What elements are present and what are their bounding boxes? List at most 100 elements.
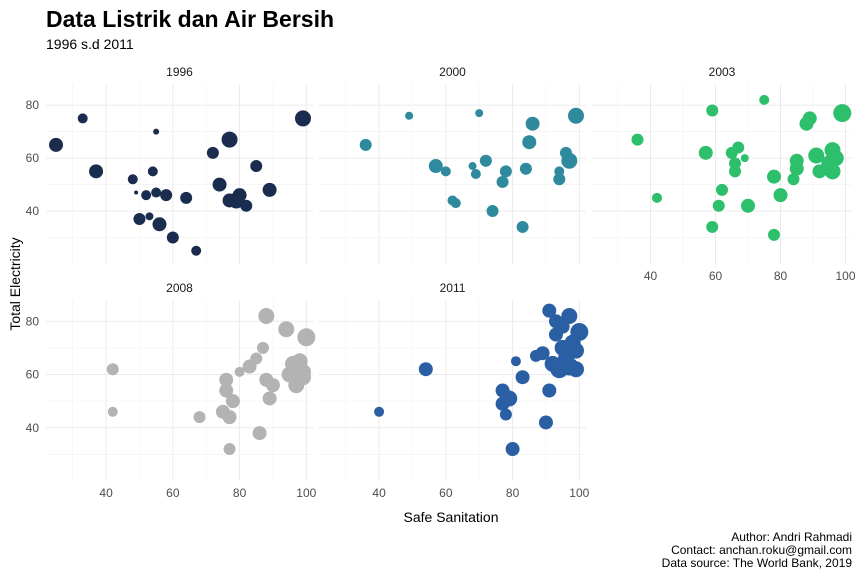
data-point: [706, 220, 719, 233]
data-point: [561, 152, 578, 169]
data-point: [252, 426, 267, 441]
data-point: [833, 104, 852, 123]
data-point: [212, 177, 227, 192]
data-point: [151, 187, 162, 198]
data-point: [147, 166, 158, 177]
y-tick-label: 40: [26, 204, 40, 218]
data-point: [499, 165, 512, 178]
data-point: [262, 182, 277, 197]
x-tick-label: 40: [372, 486, 386, 500]
data-point: [107, 406, 118, 417]
data-point: [716, 183, 728, 196]
data-point: [567, 342, 584, 359]
data-point: [221, 131, 238, 148]
chart-title: Data Listrik dan Air Bersih: [46, 6, 334, 32]
data-point: [160, 189, 173, 202]
data-point: [553, 173, 566, 186]
data-point: [152, 217, 167, 232]
data-point: [535, 346, 550, 361]
facet-panel-2000: 2000: [319, 65, 586, 264]
data-point: [496, 175, 509, 188]
x-tick-label: 100: [569, 486, 589, 500]
data-point: [133, 213, 146, 225]
y-tick-label: 80: [26, 98, 40, 112]
facet-panels: 1996 40 60 80 2000 2003 40 60 80 100 2008 40 60 80 40 6…: [26, 65, 856, 500]
facet-strip-label: 2003: [709, 65, 736, 79]
data-point: [127, 174, 138, 185]
data-point: [759, 94, 770, 105]
data-point: [265, 378, 280, 393]
data-point: [297, 328, 316, 347]
x-axis-title: Safe Sanitation: [404, 509, 499, 525]
data-point: [278, 321, 295, 338]
x-tick-label: 40: [644, 269, 658, 283]
data-point: [256, 341, 269, 354]
x-tick-label: 100: [835, 269, 855, 283]
facet-strip-label: 2000: [439, 65, 466, 79]
data-point: [106, 363, 119, 376]
data-point: [225, 394, 240, 409]
data-point: [802, 111, 817, 126]
y-tick-label: 60: [26, 368, 40, 382]
data-point: [767, 169, 781, 184]
data-point: [193, 411, 206, 424]
data-point: [77, 113, 88, 124]
data-point: [262, 391, 277, 406]
data-point: [250, 352, 263, 365]
data-point: [232, 188, 247, 203]
data-point: [223, 443, 236, 456]
data-point: [824, 163, 841, 180]
facet-panel-2003: 2003 40 60 80 100: [592, 65, 856, 283]
data-point: [153, 128, 160, 135]
facet-strip-label: 1996: [166, 65, 193, 79]
data-point: [405, 111, 414, 120]
data-point: [166, 231, 179, 244]
x-tick-label: 60: [166, 486, 180, 500]
data-point: [808, 147, 825, 164]
x-tick-label: 80: [774, 269, 788, 283]
data-point: [698, 145, 713, 160]
data-point: [240, 199, 253, 212]
x-tick-label: 80: [506, 486, 520, 500]
data-point: [418, 362, 433, 377]
data-point: [294, 110, 311, 127]
data-point: [510, 356, 521, 367]
data-point: [440, 166, 451, 177]
data-point: [525, 116, 540, 131]
data-point: [740, 154, 749, 163]
caption-contact: Contact: anchan.roku@gmail.com: [671, 543, 852, 557]
facet-strip-label: 2008: [166, 281, 193, 295]
data-point: [374, 406, 385, 417]
data-point: [570, 322, 589, 341]
data-point: [741, 198, 755, 213]
data-point: [470, 169, 481, 179]
data-point: [468, 162, 477, 171]
data-point: [567, 361, 584, 378]
x-tick-label: 60: [439, 486, 453, 500]
data-point: [501, 390, 518, 407]
caption-source: Data source: The World Bank, 2019: [662, 556, 853, 570]
data-point: [141, 190, 152, 201]
data-point: [768, 228, 780, 241]
data-point: [519, 162, 532, 175]
data-point: [542, 383, 557, 398]
data-point: [522, 135, 537, 150]
facet-panel-2011: 2011 40 60 80 100: [319, 281, 590, 500]
x-tick-label: 80: [233, 486, 247, 500]
data-point: [787, 173, 800, 186]
data-point: [706, 104, 719, 117]
facet-panel-1996: 1996 40 60 80: [26, 65, 313, 264]
data-point: [49, 137, 64, 152]
data-point: [567, 107, 584, 124]
caption-author: Author: Andri Rahmadi: [731, 530, 852, 544]
data-point: [631, 133, 644, 146]
data-point: [89, 164, 104, 179]
data-point: [516, 220, 529, 233]
y-tick-label: 80: [26, 314, 40, 328]
data-point: [561, 307, 578, 324]
facet-strip-label: 2011: [440, 281, 466, 295]
data-point: [542, 303, 557, 318]
facet-panel-2008: 2008 40 60 80 40 60 80 100: [26, 281, 317, 500]
data-point: [729, 165, 741, 178]
